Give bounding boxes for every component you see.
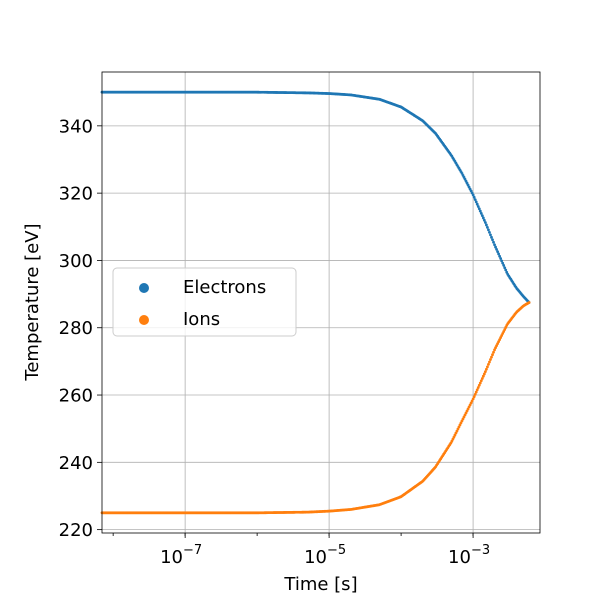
data-point [491, 238, 494, 242]
data-point [477, 383, 481, 387]
data-layer [100, 90, 531, 515]
data-point [477, 207, 481, 211]
data-point [474, 200, 478, 204]
data-point [476, 386, 480, 389]
data-point [488, 360, 491, 364]
data-point [483, 221, 487, 224]
y-tick-label: 280 [59, 318, 93, 339]
data-point [495, 247, 498, 251]
data-point [493, 243, 496, 247]
y-tick-label: 240 [59, 453, 93, 474]
y-axis-label: Temperature [eV] [22, 223, 43, 381]
x-tick-label: 10−5 [304, 543, 346, 568]
data-point [481, 216, 485, 220]
legend-box [112, 267, 297, 337]
y-tick-label: 320 [59, 184, 93, 205]
data-point [501, 261, 505, 265]
data-point [496, 250, 499, 254]
data-point [473, 392, 477, 396]
data-point [484, 367, 488, 371]
legend: Electrons Ions [112, 267, 297, 337]
data-point [505, 270, 509, 274]
legend-label-electrons: Electrons [183, 277, 266, 298]
data-point [471, 193, 475, 197]
data-point [479, 379, 483, 383]
axes-frame [101, 71, 541, 534]
data-point [474, 390, 478, 394]
data-point [504, 268, 508, 272]
data-point [486, 226, 489, 229]
data-point [493, 348, 496, 352]
data-point [472, 395, 476, 399]
data-point [488, 230, 491, 234]
legend-marker-ions [139, 315, 149, 325]
data-point [527, 301, 531, 304]
data-point [480, 377, 484, 380]
data-point [490, 235, 493, 239]
data-point [497, 252, 501, 256]
data-point [484, 223, 488, 227]
data-point [479, 211, 483, 215]
data-point [478, 209, 482, 213]
data-point [503, 266, 507, 270]
data-point [486, 365, 489, 369]
data-point [478, 381, 482, 385]
data-point [472, 195, 476, 199]
y-tick-label: 300 [59, 251, 93, 272]
data-point [475, 388, 479, 392]
data-point [492, 350, 495, 354]
x-tick-label: 10−3 [448, 543, 490, 568]
y-tick-label: 340 [59, 116, 93, 137]
data-point [473, 198, 477, 202]
legend-label-ions: Ions [183, 309, 220, 330]
data-point [487, 363, 490, 366]
data-point [491, 353, 494, 357]
legend-marker-electrons [139, 283, 149, 293]
data-point [492, 240, 495, 244]
data-point [489, 233, 492, 237]
data-point [502, 264, 506, 267]
y-tick-label: 260 [59, 386, 93, 407]
data-point [471, 397, 475, 401]
data-point [494, 245, 497, 249]
data-point [487, 228, 490, 232]
data-point [476, 205, 480, 208]
data-point [490, 355, 493, 359]
data-point [499, 257, 503, 260]
x-tick-label: 10−7 [160, 543, 202, 568]
data-point [489, 358, 492, 361]
data-point [481, 374, 485, 378]
data-point [500, 259, 504, 263]
data-point [483, 370, 487, 374]
data-point [482, 372, 486, 376]
data-point [498, 254, 502, 258]
y-tick-label: 220 [59, 520, 93, 541]
data-point [480, 214, 484, 218]
series-electrons [100, 90, 531, 304]
ticks-layer: 220 240 260 280 300 320 340 10−7 10−5 10−3 [59, 116, 490, 568]
x-axis-label: Time [s] [283, 574, 357, 595]
data-point [482, 218, 486, 222]
data-point [475, 202, 479, 206]
series-ions [100, 301, 531, 515]
